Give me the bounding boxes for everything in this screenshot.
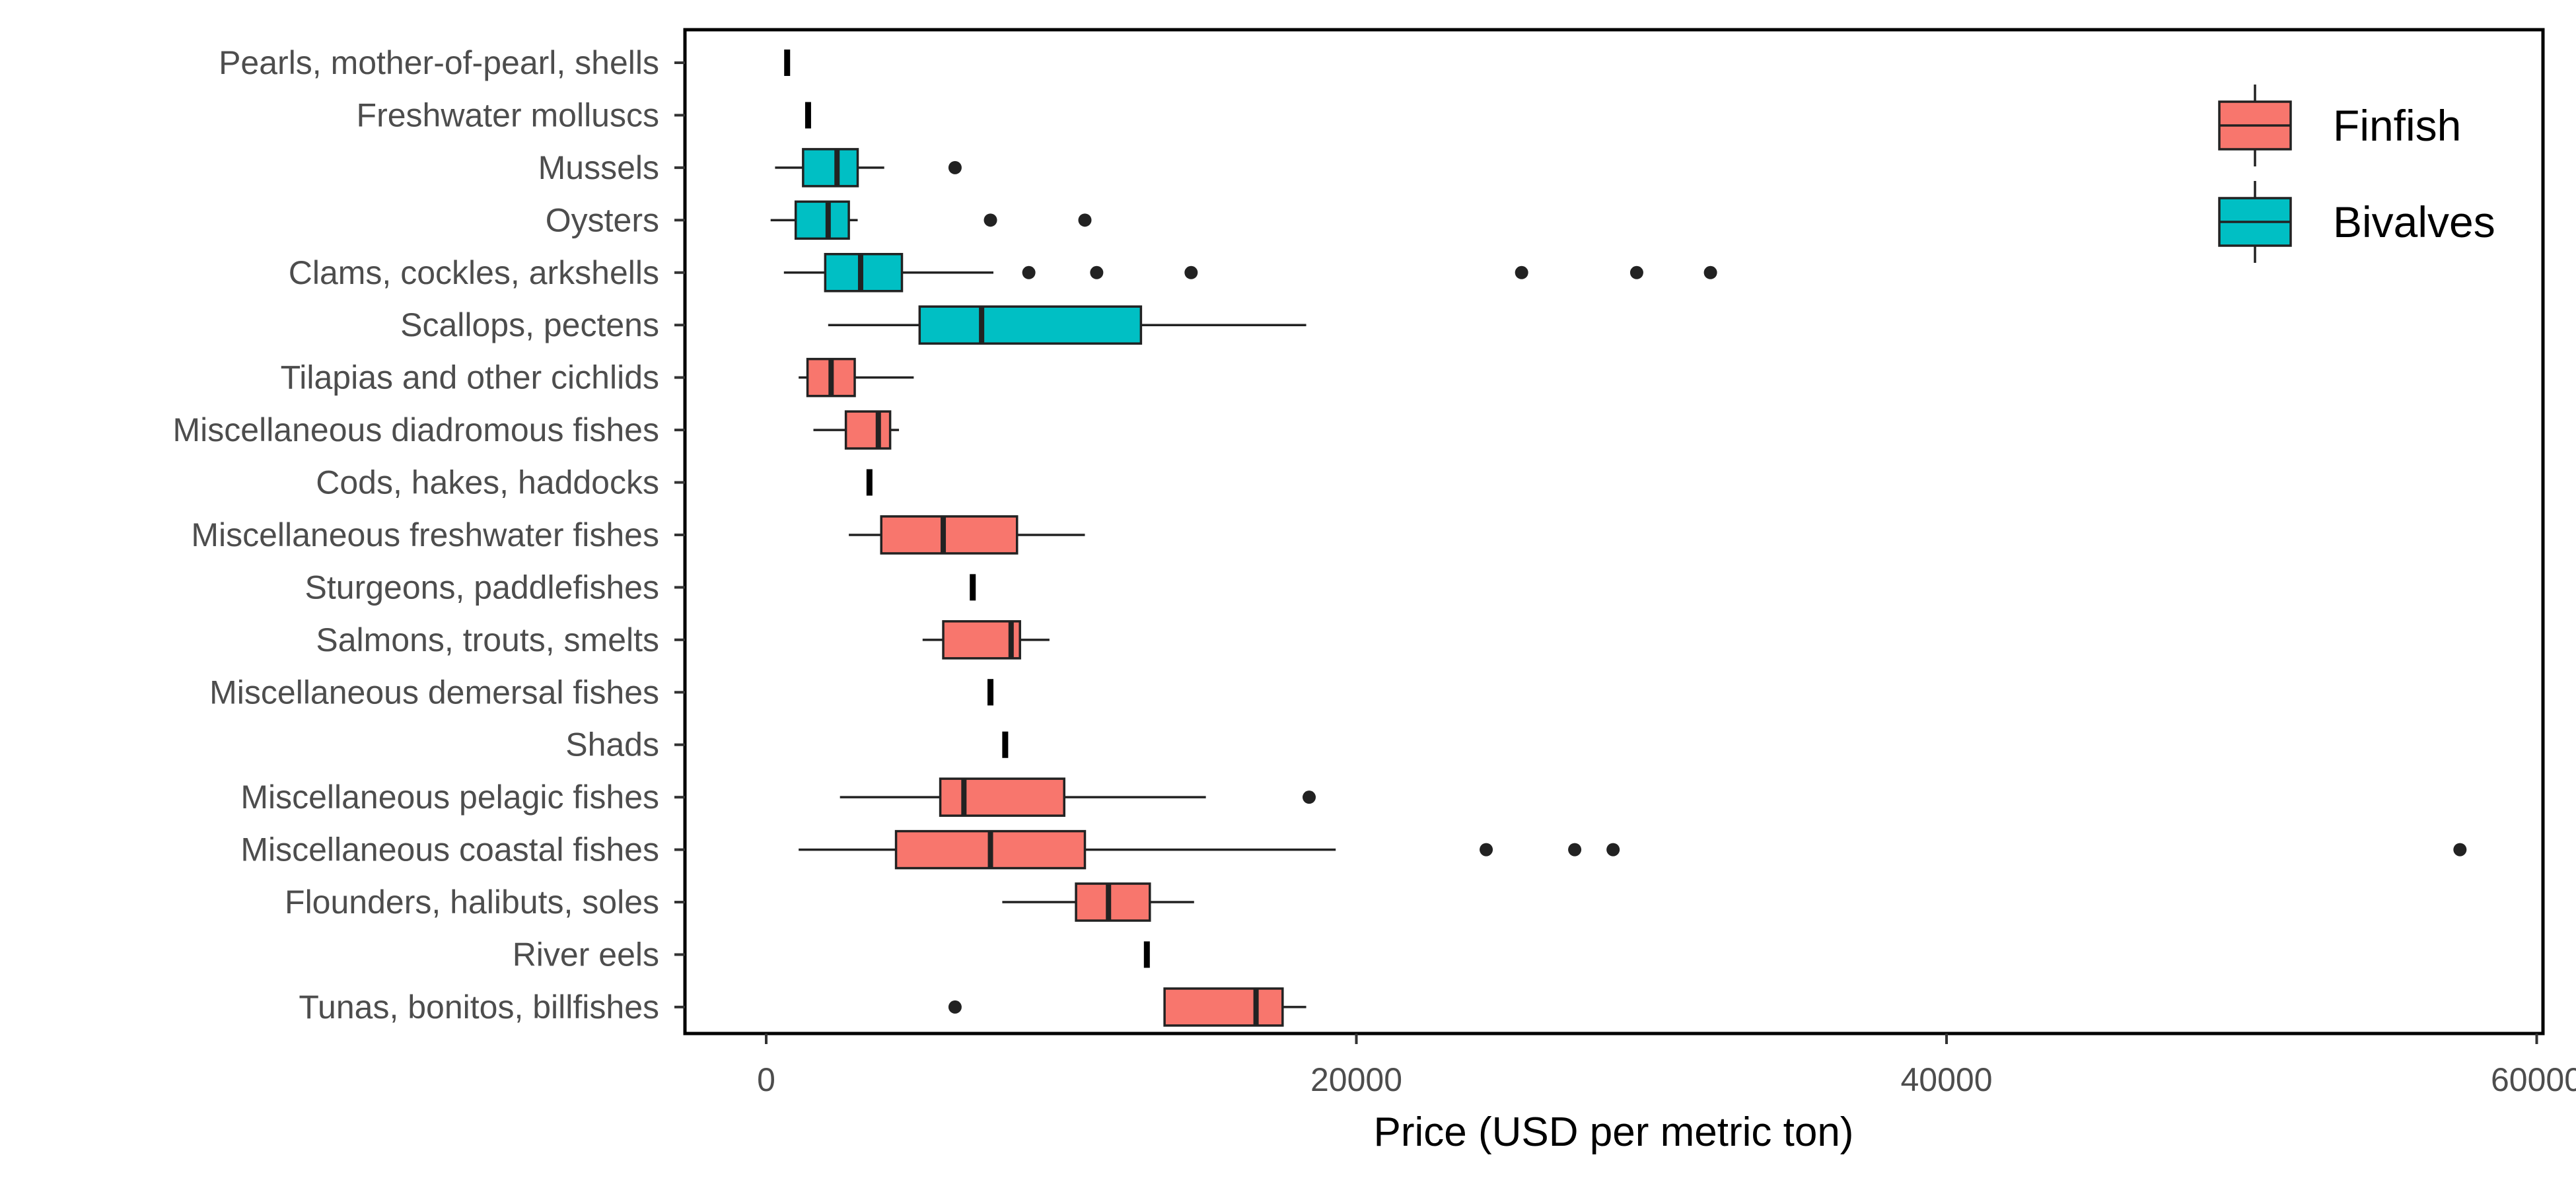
outlier-tunas-bonitos-billfishes-0 [948, 1000, 962, 1014]
y-axis-category-labels: Pearls, mother-of-pearl, shells Freshwate… [173, 44, 685, 1026]
legend: Finfish Bivalves [2218, 85, 2495, 263]
box-salmons-trouts-smelts [922, 620, 1050, 660]
box-mussels [775, 148, 962, 188]
box-miscellaneous-freshwater-fishes [849, 515, 1085, 555]
y-tick-label-shads: Shads [565, 726, 659, 763]
y-tick-label-mussels: Mussels [538, 149, 659, 186]
box-scallops-pectens [828, 305, 1306, 345]
x-tick-label-0: 0 [757, 1061, 775, 1098]
outlier-clams-cockles-arkshells-4 [1629, 265, 1643, 279]
box-miscellaneous-diadromous-fishes [813, 410, 900, 450]
outlier-clams-cockles-arkshells-0 [1022, 265, 1036, 279]
y-tick-label-oysters: Oysters [546, 201, 659, 238]
iqr-box-tunas-bonitos-billfishes [1163, 987, 1284, 1027]
iqr-box-oysters [794, 200, 850, 240]
box-tilapias-and-other-cichlids [799, 357, 914, 398]
y-tick-label-freshwater-molluscs: Freshwater molluscs [357, 96, 659, 133]
box-miscellaneous-coastal-fishes [799, 829, 2467, 870]
outlier-clams-cockles-arkshells-3 [1515, 265, 1528, 279]
y-tick-label-miscellaneous-freshwater-fishes: Miscellaneous freshwater fishes [191, 516, 659, 553]
box-clams-cockles-arkshells [783, 253, 1717, 293]
outlier-miscellaneous-coastal-fishes-1 [1568, 843, 1582, 857]
iqr-box-flounders-halibuts-soles [1075, 882, 1151, 922]
outlier-clams-cockles-arkshells-2 [1184, 265, 1198, 279]
x-axis: 0 20000 40000 60000 [757, 1034, 2576, 1098]
iqr-box-miscellaneous-freshwater-fishes [880, 515, 1019, 555]
y-tick-label-cods-hakes-haddocks: Cods, hakes, haddocks [316, 464, 659, 501]
y-tick-label-miscellaneous-diadromous-fishes: Miscellaneous diadromous fishes [173, 411, 659, 448]
outlier-oysters-1 [1078, 213, 1092, 227]
y-tick-label-tilapias-and-other-cichlids: Tilapias and other cichlids [281, 359, 659, 396]
outlier-miscellaneous-coastal-fishes-0 [1480, 843, 1493, 857]
outlier-mussels-0 [948, 160, 962, 174]
y-tick-label-tunas-bonitos-billfishes: Tunas, bonitos, billfishes [299, 989, 659, 1026]
iqr-box-miscellaneous-diadromous-fishes [844, 410, 892, 450]
iqr-box-clams-cockles-arkshells [824, 253, 904, 293]
box-oysters [770, 200, 1092, 240]
box-tunas-bonitos-billfishes [948, 987, 1306, 1027]
box-flounders-halibuts-soles [1002, 882, 1194, 922]
legend-label-finfish: Finfish [2333, 101, 2461, 150]
boxes-layer [770, 50, 2467, 1027]
iqr-box-mussels [802, 148, 859, 188]
y-tick-label-flounders-halibuts-soles: Flounders, halibuts, soles [285, 884, 659, 921]
x-tick-label-60000: 60000 [2491, 1061, 2576, 1098]
outlier-clams-cockles-arkshells-5 [1703, 265, 1717, 279]
box-miscellaneous-pelagic-fishes [840, 777, 1316, 817]
legend-item-finfish: Finfish [2218, 85, 2461, 166]
iqr-box-scallops-pectens [918, 305, 1143, 345]
y-tick-label-miscellaneous-pelagic-fishes: Miscellaneous pelagic fishes [240, 779, 659, 816]
y-tick-label-salmons-trouts-smelts: Salmons, trouts, smelts [316, 621, 659, 658]
legend-label-bivalves: Bivalves [2333, 197, 2495, 246]
outlier-miscellaneous-coastal-fishes-3 [2453, 843, 2467, 857]
outlier-oysters-0 [984, 213, 997, 227]
outlier-clams-cockles-arkshells-1 [1090, 265, 1104, 279]
iqr-box-salmons-trouts-smelts [942, 620, 1021, 660]
y-tick-label-miscellaneous-coastal-fishes: Miscellaneous coastal fishes [240, 831, 659, 868]
y-tick-label-river-eels: River eels [513, 936, 659, 973]
plot-panel-border [683, 28, 2545, 1035]
y-tick-label-clams-cockles-arkshells: Clams, cockles, arkshells [289, 254, 659, 291]
iqr-box-miscellaneous-pelagic-fishes [939, 777, 1065, 817]
y-tick-label-miscellaneous-demersal-fishes: Miscellaneous demersal fishes [209, 674, 659, 711]
x-axis-title: Price (USD per metric ton) [1374, 1109, 1854, 1155]
y-tick-label-pearls-mother-of-pearl-shells: Pearls, mother-of-pearl, shells [219, 44, 659, 81]
x-tick-label-20000: 20000 [1310, 1061, 1402, 1098]
y-tick-label-sturgeons-paddlefishes: Sturgeons, paddlefishes [305, 569, 659, 606]
outlier-miscellaneous-pelagic-fishes-0 [1303, 790, 1316, 804]
outlier-miscellaneous-coastal-fishes-2 [1606, 843, 1620, 857]
box-sturgeons-paddlefishes [970, 574, 976, 601]
x-tick-label-40000: 40000 [1900, 1061, 1992, 1098]
legend-item-bivalves: Bivalves [2218, 181, 2495, 263]
y-tick-label-scallops-pectens: Scallops, pectens [400, 306, 659, 343]
